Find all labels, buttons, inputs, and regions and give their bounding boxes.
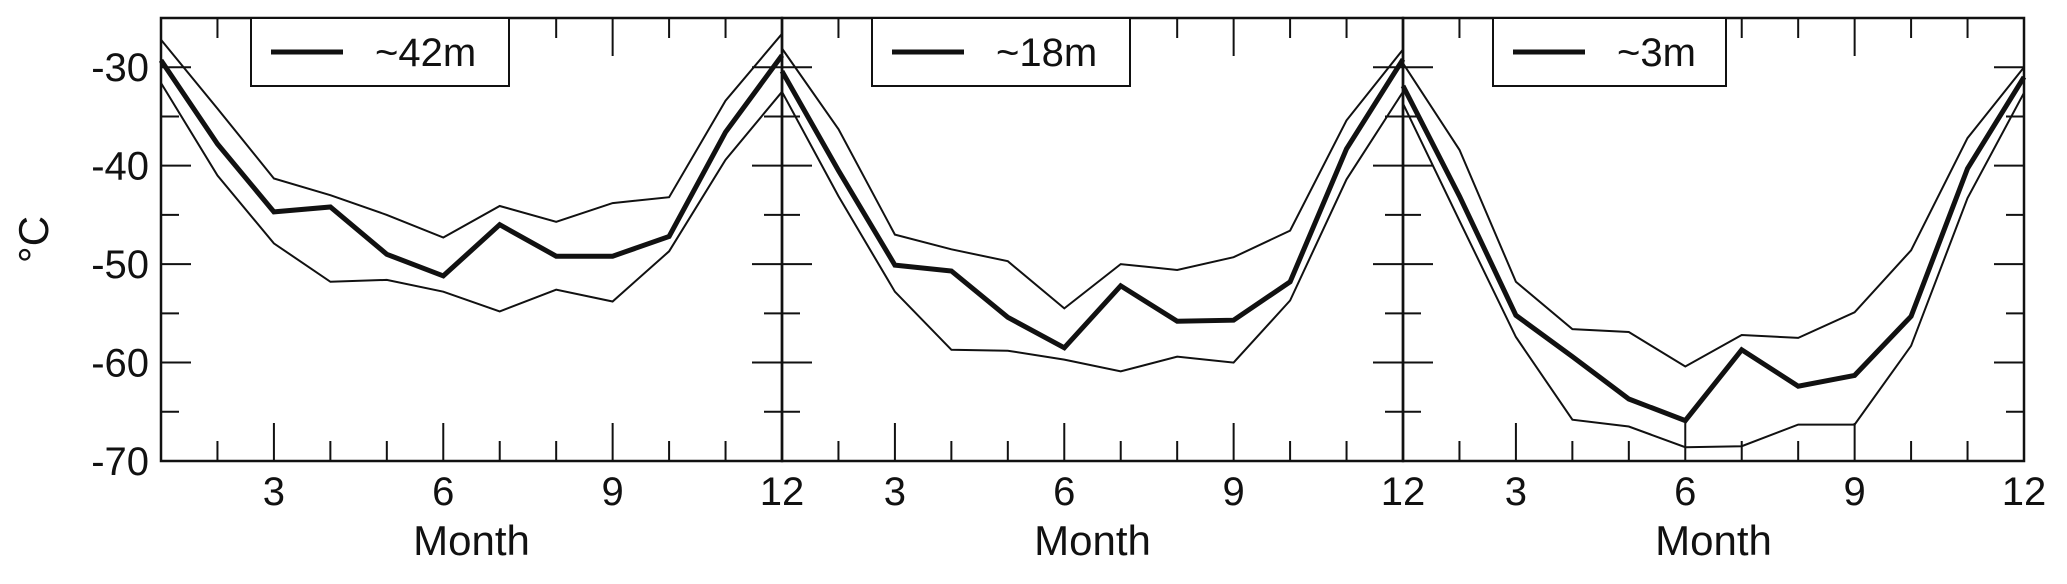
series-line-lower (781, 91, 1404, 373)
series-line-lower (160, 82, 783, 313)
series-line-mean (779, 57, 1406, 351)
x-axis-title: Month (413, 517, 530, 564)
x-tick-label: 6 (1053, 470, 1075, 514)
series-line-upper (781, 47, 1404, 310)
chart-panel-1: 3 6 9 12 Month ~42m (158, 16, 805, 564)
chart-panel-2: 3 6 9 12 Month ~18m (779, 16, 1426, 564)
x-axis-title: Month (1034, 517, 1151, 564)
legend-label: ~18m (996, 31, 1097, 75)
y-tick-label: -30 (91, 46, 149, 90)
x-tick-label: 3 (884, 470, 906, 514)
x-tick-label: 6 (1674, 470, 1696, 514)
y-tick-label: -50 (91, 243, 149, 287)
x-tick-label: 9 (1844, 470, 1866, 514)
y-tick-label: -60 (91, 342, 149, 386)
y-tick-label: -70 (91, 440, 149, 484)
legend-label: ~42m (375, 31, 476, 75)
x-tick-label: 12 (1381, 470, 1426, 514)
x-tick-label: 3 (1505, 470, 1527, 514)
series-line-mean (158, 53, 785, 279)
x-tick-label: 12 (2002, 470, 2047, 514)
series-line-upper (160, 33, 783, 239)
chart-panel-3: 3 6 9 12 Month ~3m (1400, 16, 2047, 564)
y-axis-title: °C (10, 216, 57, 263)
series-line-lower (1402, 92, 2025, 449)
x-tick-label: 12 (760, 470, 805, 514)
legend-label: ~3m (1617, 31, 1696, 75)
y-tick-label: -40 (91, 145, 149, 189)
legend: ~18m (871, 17, 1131, 87)
x-axis-title: Month (1655, 517, 1772, 564)
x-tick-label: 9 (602, 470, 624, 514)
series-line-upper (1402, 62, 2025, 368)
legend: ~3m (1492, 17, 1727, 87)
x-tick-label: 9 (1223, 470, 1245, 514)
legend: ~42m (250, 17, 510, 87)
series-line-mean (1400, 75, 2027, 424)
x-tick-label: 3 (263, 470, 285, 514)
x-tick-label: 6 (432, 470, 454, 514)
